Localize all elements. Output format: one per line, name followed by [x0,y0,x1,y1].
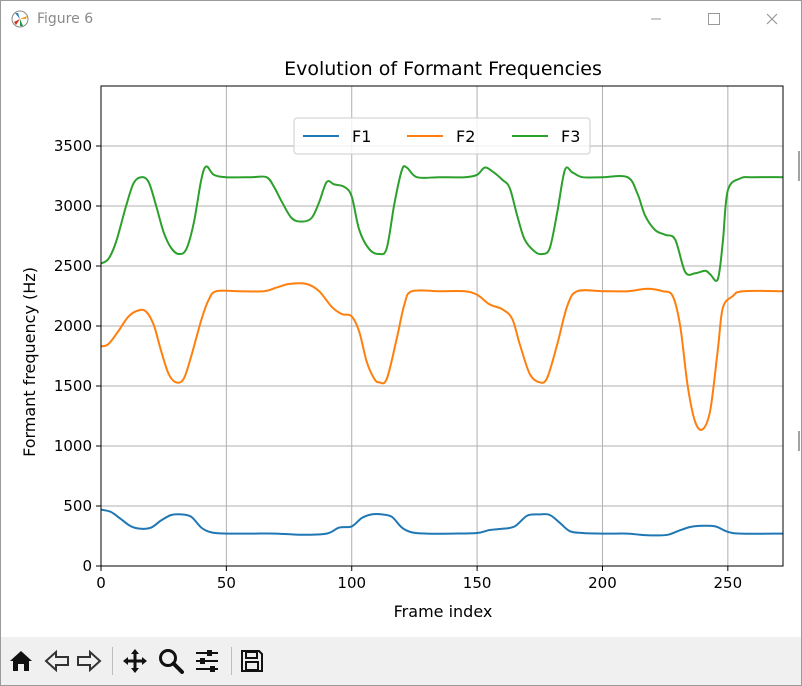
configure-subplots-icon [196,650,218,672]
save-button[interactable] [238,647,266,675]
x-tick-label: 250 [714,574,743,592]
zoom-icon [159,649,184,674]
navigation-toolbar [1,637,801,685]
legend-label-f3: F3 [561,127,580,146]
y-tick-label: 500 [63,497,92,515]
close-icon [766,13,778,25]
minimize-icon [651,18,661,20]
x-tick-label: 150 [463,574,492,592]
x-tick-label: 200 [588,574,617,592]
toolbar-separator [112,647,113,675]
legend-label-f2: F2 [456,127,475,146]
maximize-button[interactable] [691,5,737,33]
legend-label-f1: F1 [352,127,371,146]
y-tick-label: 1000 [54,437,92,455]
minimize-button[interactable] [633,5,679,33]
back-button[interactable] [43,647,71,675]
window-edge-fragment [798,151,800,451]
save-icon [241,650,263,672]
y-tick-label: 3000 [54,197,92,215]
forward-button[interactable] [75,647,103,675]
configure-subplots-button[interactable] [193,647,221,675]
title-bar: Figure 6 [1,1,801,37]
y-tick-label: 1500 [54,377,92,395]
y-tick-label: 0 [82,557,92,575]
y-tick-label: 2000 [54,317,92,335]
y-axis-label: Formant frequency (Hz) [20,267,39,457]
forward-icon [77,649,102,673]
toolbar-separator [231,647,232,675]
back-icon [44,649,69,673]
pan-button[interactable] [121,647,149,675]
legend: F1 F2 F3 [293,117,591,155]
maximize-icon [708,13,720,25]
series-layer [100,165,784,537]
y-tick-label: 2500 [54,257,92,275]
x-axis-label: Frame index [394,602,493,621]
figure-canvas: 0 50 100 150 200 250 0 500 1000 1500 2000 2500 3000 3… [1,37,801,637]
series-line-f3 [100,165,784,282]
tick-layer: 0 50 100 150 200 2500500100015002000250030003… [54,137,742,592]
chart-title: Evolution of Formant Frequencies [284,58,602,80]
home-icon [10,651,32,671]
home-button[interactable] [7,647,35,675]
y-tick-label: 3500 [54,137,92,155]
x-tick-label: 50 [217,574,236,592]
matplotlib-logo-icon [11,10,29,28]
zoom-button[interactable] [157,647,185,675]
x-tick-label: 0 [96,574,106,592]
close-button[interactable] [749,5,795,33]
pan-icon [123,649,147,673]
series-line-f2 [100,282,784,431]
window-title: Figure 6 [37,11,94,27]
chart: 0 50 100 150 200 2500500100015002000250030003… [20,58,784,621]
series-line-f1 [100,508,784,537]
x-tick-label: 100 [337,574,366,592]
